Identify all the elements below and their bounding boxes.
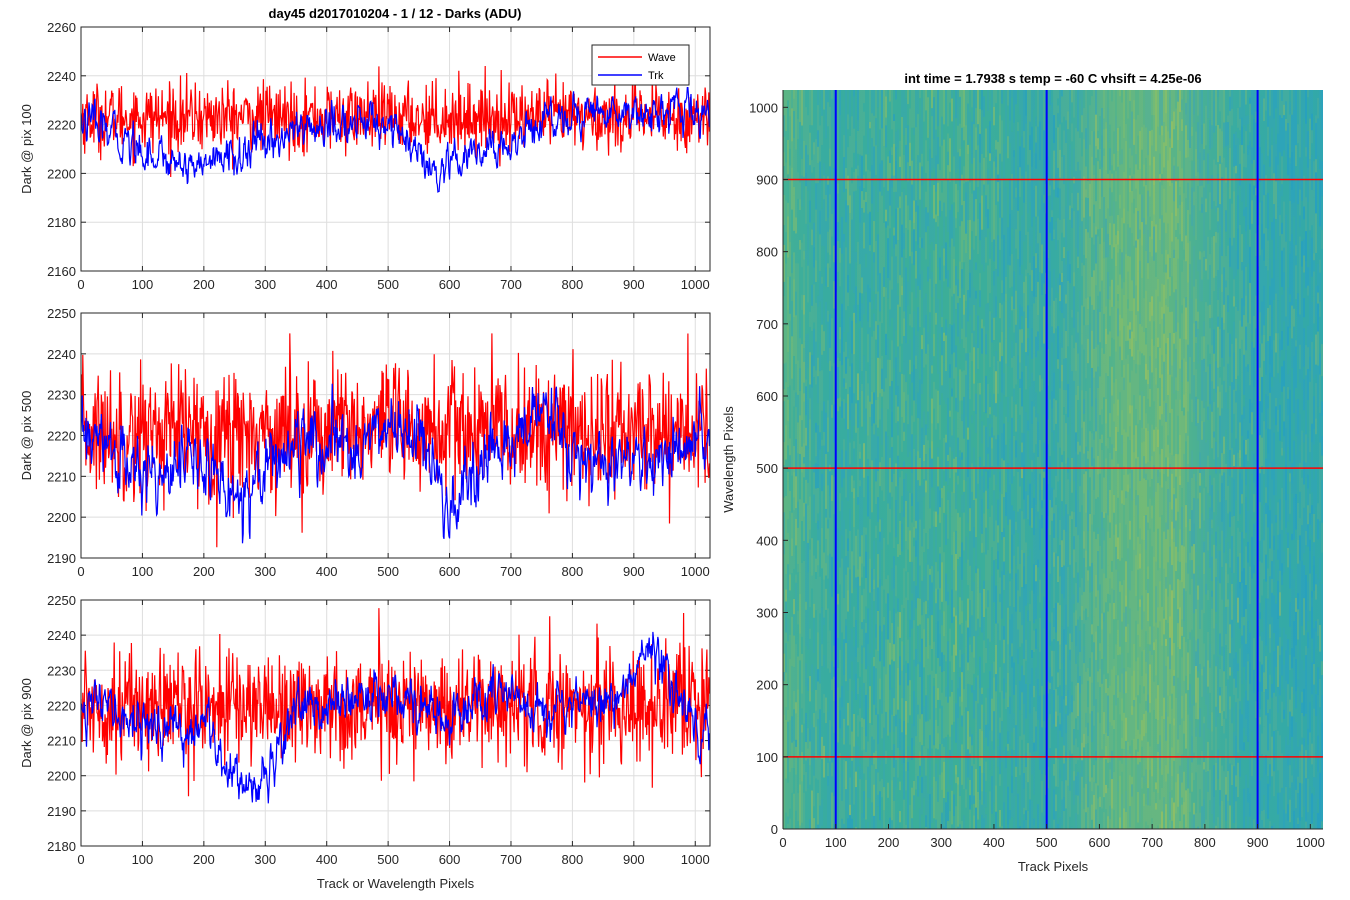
series-group bbox=[81, 65, 710, 193]
x-tick-label: 600 bbox=[439, 277, 461, 292]
dark-pix-500-plot: 0 100 200 300 400 500 600 700 800 900 1000 2190 2200… bbox=[19, 306, 711, 579]
x-tick-label: 900 bbox=[623, 277, 645, 292]
x-tick-label: 800 bbox=[562, 277, 584, 292]
x-tick-label: 200 bbox=[193, 564, 215, 579]
x-tick-label: 700 bbox=[500, 564, 522, 579]
y-tick-label: 2180 bbox=[47, 215, 76, 230]
trk-series-line bbox=[81, 86, 710, 193]
x-tick-label: 600 bbox=[439, 852, 461, 867]
x-tick-label: 100 bbox=[132, 852, 154, 867]
x-tick-label: 0 bbox=[77, 852, 84, 867]
x-tick-label: 500 bbox=[377, 277, 399, 292]
x-tick-label: 700 bbox=[500, 277, 522, 292]
y-tick-label: 2220 bbox=[47, 429, 76, 444]
y-tick-label: 2180 bbox=[47, 839, 76, 854]
y-tick-label: 2240 bbox=[47, 69, 76, 84]
y-axis-label: Dark @ pix 500 bbox=[19, 391, 34, 481]
heatmap-streak bbox=[1129, 827, 1131, 829]
x-tick-label: 500 bbox=[377, 564, 399, 579]
x-tick-label: 1000 bbox=[681, 852, 710, 867]
x-tick-label: 100 bbox=[132, 277, 154, 292]
y-tick-label: 2210 bbox=[47, 469, 76, 484]
y-axis-label: Dark @ pix 100 bbox=[19, 104, 34, 194]
wave-series-line bbox=[81, 65, 710, 178]
series-group bbox=[81, 608, 710, 804]
plot-frame bbox=[80, 312, 711, 559]
x-tick-label: 0 bbox=[77, 277, 84, 292]
y-axis-label: Dark @ pix 900 bbox=[19, 678, 34, 768]
heatmap-streak bbox=[787, 823, 789, 829]
y-tick-label: 2200 bbox=[47, 769, 76, 784]
y-tick-label: 2160 bbox=[47, 264, 76, 279]
heatmap-streak bbox=[1185, 827, 1187, 829]
x-tick-label: 400 bbox=[316, 564, 338, 579]
x-tick-label: 700 bbox=[500, 852, 522, 867]
dark-pix-900-plot: 0 100 200 300 400 500 600 700 800 900 1000 2180 2190… bbox=[19, 593, 711, 891]
x-tick-label: 300 bbox=[254, 564, 276, 579]
x-tick-label: 800 bbox=[562, 852, 584, 867]
x-tick-label: 300 bbox=[254, 277, 276, 292]
x-tick-label: 1000 bbox=[681, 564, 710, 579]
wave-series-line bbox=[81, 333, 710, 548]
heatmap-streak bbox=[813, 828, 815, 829]
plot-frame bbox=[80, 26, 711, 272]
heatmap-streak bbox=[1067, 824, 1069, 829]
x-tick-label: 900 bbox=[623, 852, 645, 867]
series-group bbox=[81, 333, 710, 548]
y-tick-label: 2250 bbox=[47, 306, 76, 321]
x-axis-label: Track or Wavelength Pixels bbox=[317, 876, 475, 891]
image-title: int time = 1.7938 s temp = -60 C vhsift … bbox=[904, 71, 1201, 86]
x-tick-label: 800 bbox=[562, 564, 584, 579]
figure-title: day45 d2017010204 - 1 / 12 - Darks (ADU) bbox=[269, 6, 522, 21]
heatmap-streak bbox=[1083, 827, 1085, 829]
y-tick-label: 2240 bbox=[47, 347, 76, 362]
x-tick-label: 600 bbox=[439, 564, 461, 579]
y-tick-label: 2200 bbox=[47, 166, 76, 181]
y-tick-label: 2190 bbox=[47, 551, 76, 566]
heatmap-streak bbox=[1113, 827, 1115, 829]
y-tick-label: 2230 bbox=[47, 663, 76, 678]
dark-image-heatmap: 0 100 200 300 400 500 600 700 800 900 100001002003… bbox=[721, 90, 1325, 874]
x-tick-label: 200 bbox=[193, 277, 215, 292]
y-tick-label: 2230 bbox=[47, 388, 76, 403]
trk-series-line bbox=[81, 631, 710, 804]
trk-series-line bbox=[81, 383, 710, 544]
heatmap-image bbox=[783, 90, 1323, 829]
y-tick-label: 2250 bbox=[47, 593, 76, 608]
x-tick-label: 300 bbox=[254, 852, 276, 867]
x-tick-label: 200 bbox=[193, 852, 215, 867]
x-tick-label: 500 bbox=[377, 852, 399, 867]
heatmap-streak bbox=[817, 824, 819, 829]
x-tick-label: 0 bbox=[77, 564, 84, 579]
plot-frame bbox=[80, 599, 711, 847]
x-tick-label: 400 bbox=[316, 277, 338, 292]
y-tick-label: 2240 bbox=[47, 628, 76, 643]
y-tick-label: 2220 bbox=[47, 118, 76, 133]
y-tick-label: 2190 bbox=[47, 804, 76, 819]
x-tick-label: 900 bbox=[623, 564, 645, 579]
y-tick-label: 2260 bbox=[47, 20, 76, 35]
x-tick-label: 400 bbox=[316, 852, 338, 867]
y-tick-label: 2200 bbox=[47, 510, 76, 525]
heatmap-streak bbox=[905, 824, 907, 829]
heatmap-streak bbox=[1007, 824, 1009, 829]
heatmap-streak bbox=[855, 827, 857, 829]
x-tick-label: 1000 bbox=[681, 277, 710, 292]
heatmap-streak bbox=[955, 828, 957, 829]
y-tick-label: 2210 bbox=[47, 734, 76, 749]
heatmap-streak bbox=[1111, 828, 1113, 829]
x-tick-label: 100 bbox=[132, 564, 154, 579]
y-tick-label: 2220 bbox=[47, 698, 76, 713]
